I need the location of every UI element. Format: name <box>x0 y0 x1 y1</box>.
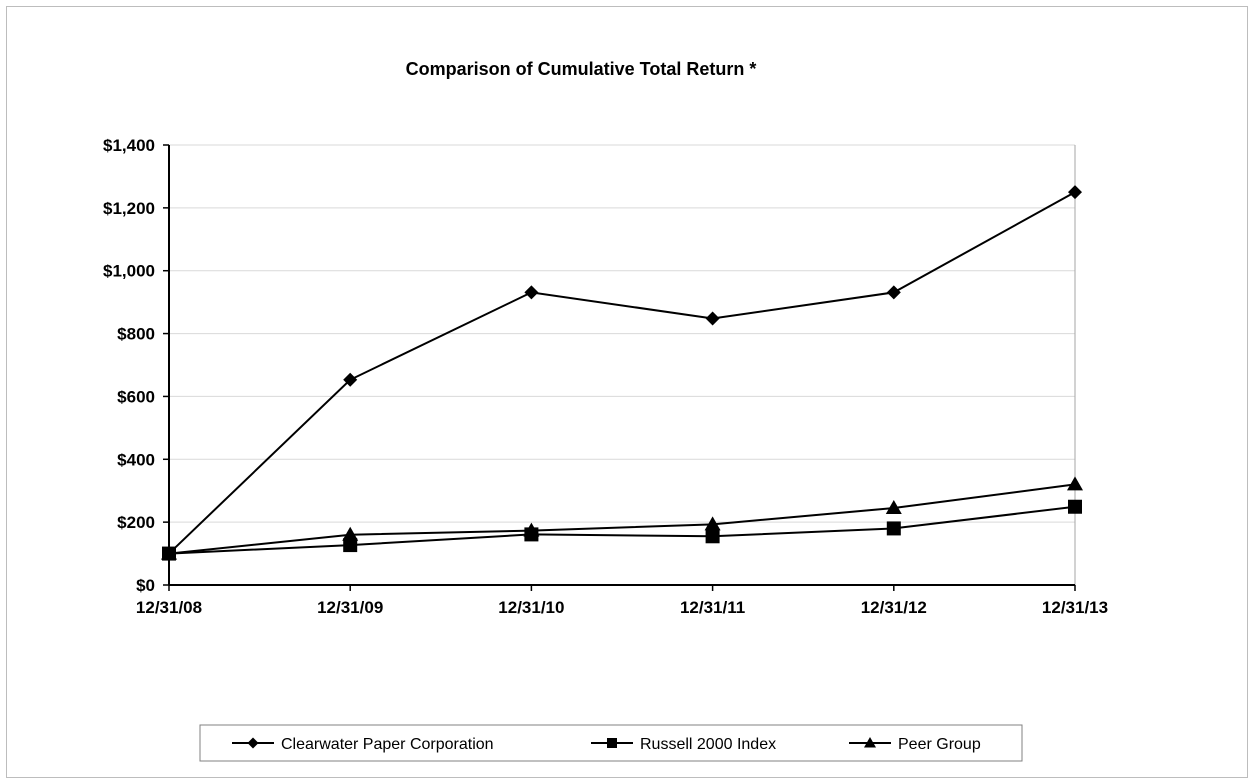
chart-frame: Comparison of Cumulative Total Return * … <box>6 6 1248 778</box>
y-tick-label: $800 <box>117 325 155 344</box>
data-point <box>886 521 901 536</box>
x-tick-label: 12/31/08 <box>136 598 202 617</box>
legend-entry: Peer Group <box>849 736 981 753</box>
legend-label: Russell 2000 Index <box>640 736 776 753</box>
series-diamond <box>162 185 1082 561</box>
series-line <box>168 191 1076 555</box>
legend-label: Clearwater Paper Corporation <box>281 736 494 753</box>
data-point <box>704 516 721 531</box>
data-point <box>1067 476 1083 491</box>
y-tick-label: $1,400 <box>103 136 155 155</box>
legend: Clearwater Paper Corporation Russell 2000… <box>199 724 1023 762</box>
series-line <box>168 505 1076 555</box>
data-point <box>161 545 177 560</box>
axes <box>163 144 1076 591</box>
data-point <box>1068 185 1082 200</box>
y-tick-label: $200 <box>117 513 155 532</box>
legend-swatch-marker <box>864 737 876 748</box>
series-triangle <box>161 476 1083 560</box>
x-tick-label: 12/31/11 <box>680 598 745 617</box>
data-point <box>342 526 359 541</box>
data-point <box>1068 499 1082 514</box>
legend-swatch-marker <box>247 737 259 749</box>
legend-entry: Clearwater Paper Corporation <box>232 736 494 753</box>
data-point <box>885 500 902 514</box>
x-tick-labels: 12/31/08 12/31/09 12/31/10 12/31/11 12/31/12… <box>136 598 1108 617</box>
series-square <box>162 499 1082 561</box>
legend-entry: Russell 2000 Index <box>591 736 776 753</box>
series-lines <box>161 185 1083 561</box>
x-tick-label: 12/31/10 <box>498 598 564 617</box>
x-tick-label: 12/31/13 <box>1042 598 1108 617</box>
data-point <box>705 529 720 544</box>
y-tick-labels: $0 $200 $400 $600 $800 $1,000 $1,200 $1,400 <box>103 136 155 595</box>
x-tick-label: 12/31/09 <box>317 598 383 617</box>
y-tick-label: $0 <box>136 576 155 595</box>
y-tick-label: $1,000 <box>103 262 155 281</box>
y-tick-label: $600 <box>117 387 155 406</box>
data-point <box>523 522 540 537</box>
data-point <box>343 538 358 553</box>
chart-title: Comparison of Cumulative Total Return * <box>406 59 757 79</box>
data-point <box>343 372 358 387</box>
y-tick-label: $400 <box>117 450 155 469</box>
grid-lines <box>169 144 1075 523</box>
legend-swatch-marker <box>607 738 617 748</box>
data-point <box>524 285 539 300</box>
chart-svg: Comparison of Cumulative Total Return * … <box>103 59 1108 762</box>
legend-label: Peer Group <box>898 736 981 753</box>
y-tick-label: $1,200 <box>103 199 155 218</box>
x-tick-label: 12/31/12 <box>861 598 927 617</box>
series-line <box>168 483 1076 555</box>
data-point <box>886 285 901 300</box>
data-point <box>705 311 720 326</box>
